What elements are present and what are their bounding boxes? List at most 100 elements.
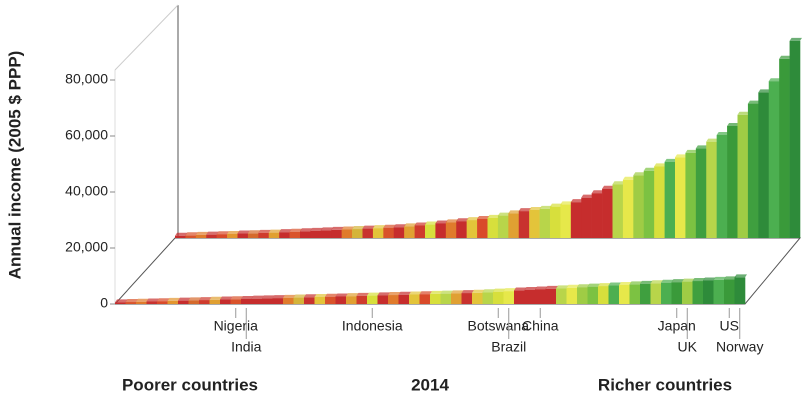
bar-top [388, 292, 401, 296]
bar-top [703, 277, 716, 281]
bar [430, 293, 441, 304]
bar-top [352, 226, 365, 230]
bar [241, 298, 252, 304]
bar [724, 279, 735, 304]
bar-top [713, 276, 726, 280]
bar [125, 302, 137, 304]
bar-top [356, 292, 369, 296]
bar-top [367, 292, 380, 296]
bar [414, 225, 426, 238]
bar-top [556, 285, 569, 289]
bar-top [293, 294, 306, 298]
bar [466, 220, 478, 238]
bar [661, 282, 672, 304]
country-label: India [231, 339, 262, 355]
bar-top [640, 280, 653, 284]
bar [230, 299, 242, 304]
bar [477, 218, 488, 238]
country-label: Botswana [468, 318, 530, 334]
bar [570, 202, 582, 238]
bar [445, 222, 457, 238]
bar [289, 231, 301, 238]
bar [268, 232, 280, 238]
bar-top [514, 287, 527, 291]
bar-top [493, 288, 506, 292]
bar [692, 281, 704, 304]
bar-top [304, 294, 317, 298]
bar [556, 288, 567, 304]
bar-top [661, 279, 674, 283]
bar [227, 233, 238, 238]
bar [612, 184, 624, 238]
bar [591, 193, 603, 238]
bar-top [440, 290, 453, 294]
bar-top [262, 295, 275, 299]
bar [115, 302, 126, 304]
bar-top [195, 231, 209, 235]
bar [682, 281, 693, 304]
country-label: Nigeria [214, 318, 259, 334]
bar [178, 300, 189, 304]
bar [545, 288, 557, 304]
bar-top [633, 172, 646, 176]
bar [587, 286, 599, 304]
bar-top [146, 298, 159, 302]
bar [300, 231, 311, 238]
bar [346, 296, 357, 304]
bar [419, 294, 431, 304]
bar [758, 92, 770, 239]
bar-top [716, 131, 730, 135]
bar-top [535, 286, 548, 290]
bar [157, 301, 168, 304]
bar-top [675, 154, 688, 158]
bar-top [451, 290, 464, 294]
bar-top [768, 78, 782, 82]
bar-top [472, 289, 485, 293]
bar-top [372, 225, 386, 229]
bar [675, 157, 686, 238]
bar [695, 148, 707, 238]
bar [388, 295, 399, 304]
bar [341, 229, 353, 238]
bar-top [325, 293, 338, 297]
bar [671, 282, 683, 304]
bar-top [664, 158, 677, 162]
bar [451, 293, 462, 304]
bar [258, 232, 270, 238]
bar-top [272, 295, 285, 299]
bar-top [414, 222, 427, 226]
bar [279, 232, 290, 238]
bar [310, 230, 322, 238]
bar [195, 234, 207, 238]
bar [331, 229, 342, 238]
bar [136, 301, 147, 304]
bar-top [393, 224, 407, 228]
bar [199, 300, 210, 304]
bar [560, 204, 572, 238]
bar-top [560, 201, 573, 205]
bar [493, 291, 504, 304]
bar [251, 298, 263, 304]
bar-top [789, 37, 802, 41]
country-label: Brazil [491, 339, 526, 355]
bar [206, 234, 217, 238]
bar-top [737, 111, 750, 115]
bar-top [216, 231, 230, 235]
bar-top [550, 203, 563, 207]
bar [737, 114, 749, 238]
bar-top [591, 190, 605, 194]
bar [237, 233, 249, 238]
bar-top [598, 283, 611, 287]
bar-top [587, 283, 600, 287]
bar-top [247, 230, 261, 234]
bar [283, 297, 294, 304]
bar [367, 295, 378, 304]
bar [293, 297, 305, 304]
bar-top [167, 297, 180, 301]
bar-top [445, 219, 459, 223]
bar-top [577, 284, 590, 288]
bar [487, 217, 499, 238]
bar [352, 229, 363, 238]
bar-top [419, 291, 432, 295]
bar [425, 224, 436, 238]
